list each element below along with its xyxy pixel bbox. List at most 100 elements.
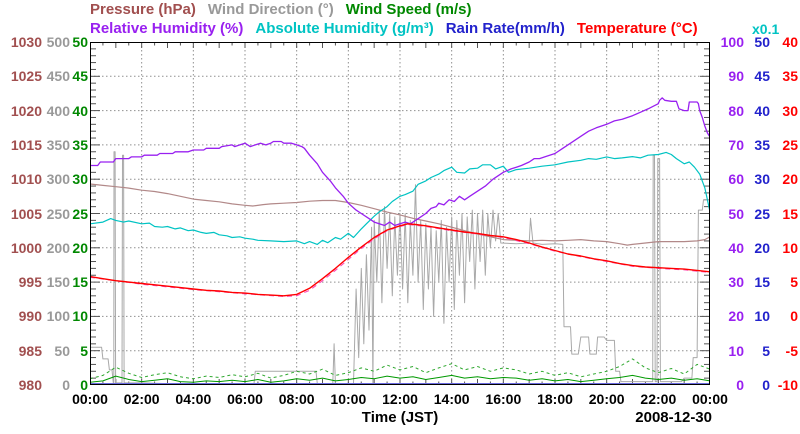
pressure-axis-tick-label: 1015 [10, 136, 42, 153]
wind-direction-axis-tick-label: 400 [46, 102, 70, 119]
series-wind_speed [90, 374, 710, 383]
date-label: 2008-12-30 [635, 409, 712, 426]
temperature-axis-tick-label: 25 [782, 136, 798, 153]
x-axis-title: Time (JST) [361, 409, 439, 426]
wind-direction-axis-tick-label: 50 [54, 342, 70, 359]
series-wind_direction [90, 151, 710, 385]
time-tick-label: 18:00 [537, 391, 573, 407]
series-temperature [90, 223, 710, 297]
wind-direction-axis-tick-label: 200 [46, 239, 70, 256]
pressure-axis-tick-label: 1010 [10, 171, 42, 188]
series-absolute_humidity [90, 151, 710, 245]
wind-speed-axis-tick-label: 5 [80, 342, 88, 359]
pressure-axis-tick-label: 1030 [10, 34, 42, 50]
humidity-axis-tick-label: 90 [728, 68, 744, 85]
humidity-axis-tick-label: 30 [728, 274, 744, 291]
rain-axis-tick-label: 20 [754, 239, 770, 256]
humidity-axis-tick-label: 70 [728, 136, 744, 153]
wind-direction-axis-tick-label: 0 [62, 377, 70, 393]
temperature-axis-tick-label: 40 [782, 34, 798, 50]
temperature-axis-tick-label: -10 [777, 377, 798, 393]
wind-direction-axis-tick-label: 350 [46, 136, 70, 153]
temperature-axis-tick-label: 30 [782, 102, 798, 119]
wind-speed-axis-tick-label: 25 [72, 205, 88, 222]
rain-axis-tick-label: 30 [754, 171, 770, 188]
series-wind_speed_gust [90, 358, 710, 380]
pressure-axis-tick-label: 980 [18, 377, 42, 393]
rain-axis-tick-label: 0 [762, 377, 770, 393]
pressure-axis-tick-label: 995 [18, 274, 42, 291]
humidity-axis-tick-label: 100 [720, 34, 744, 50]
humidity-axis-tick-label: 50 [728, 205, 744, 222]
humidity-axis-tick-label: 40 [728, 239, 744, 256]
pressure-axis-tick-label: 1020 [10, 102, 42, 119]
time-tick-label: 14:00 [433, 391, 470, 407]
legend-item-pressure: Pressure (hPa) [90, 1, 196, 18]
legend-item-temperature: Temperature (°C) [576, 20, 698, 37]
legend-item-absolute-humidity: Absolute Humidity (g/m³) [255, 20, 434, 37]
wind-speed-axis-tick-label: 50 [72, 34, 88, 50]
time-tick-label: 16:00 [485, 391, 522, 407]
wind-speed-axis-tick-label: 15 [72, 274, 88, 291]
humidity-axis-tick-label: 0 [736, 377, 744, 393]
pressure-axis-tick-label: 985 [18, 342, 42, 359]
legend-item-relative-humidity: Relative Humidity (%) [90, 20, 244, 37]
time-tick-label: 00:00 [72, 391, 108, 407]
time-tick-label: 12:00 [382, 391, 418, 407]
rain-axis-tick-label: 10 [754, 308, 770, 325]
wind-direction-axis-tick-label: 500 [46, 34, 70, 50]
legend-item-wind-speed: Wind Speed (m/s) [345, 1, 472, 18]
wind-speed-axis-tick-label: 45 [72, 68, 88, 85]
pressure-axis-tick-label: 1000 [10, 239, 42, 256]
temperature-axis-tick-label: 15 [782, 205, 798, 222]
wind-direction-axis-tick-label: 100 [46, 308, 70, 325]
rain-axis-tick-label: 45 [754, 68, 770, 85]
temperature-axis-tick-label: -5 [785, 342, 798, 359]
wind-speed-axis-tick-label: 30 [72, 171, 88, 188]
temperature-axis-tick-label: 35 [782, 68, 798, 85]
rain-axis-tick-label: 35 [754, 136, 770, 153]
humidity-axis-tick-label: 20 [728, 308, 744, 325]
time-tick-label: 00:00 [692, 391, 728, 407]
temperature-axis-tick-label: 0 [790, 308, 798, 325]
legend-item-wind-direction: Wind Direction (°) [207, 1, 334, 18]
rain-axis-tick-label: 25 [754, 205, 770, 222]
humidity-axis-tick-label: 60 [728, 171, 744, 188]
humidity-axis-tick-label: 10 [728, 342, 744, 359]
time-tick-label: 04:00 [175, 391, 212, 407]
time-tick-label: 10:00 [330, 391, 367, 407]
plot-frame [90, 42, 710, 385]
wind-speed-axis-tick-label: 35 [72, 136, 88, 153]
time-tick-label: 06:00 [227, 391, 263, 407]
rain-axis-tick-label: 40 [754, 102, 770, 119]
legend-row-2: Relative Humidity (%) Absolute Humidity (… [90, 20, 710, 37]
absolute-humidity-scale-note: x0.1 [752, 21, 780, 37]
wind-direction-axis-tick-label: 450 [46, 68, 70, 85]
time-tick-label: 20:00 [588, 391, 625, 407]
humidity-axis-tick-label: 80 [728, 102, 744, 119]
pressure-axis-tick-label: 1025 [10, 68, 42, 85]
wind-speed-axis-tick-label: 0 [80, 377, 88, 393]
rain-axis-tick-label: 50 [754, 34, 770, 50]
wind-direction-axis-tick-label: 250 [46, 205, 70, 222]
pressure-axis-tick-label: 990 [18, 308, 42, 325]
series-pressure [90, 183, 710, 246]
temperature-axis-tick-label: 5 [790, 274, 798, 291]
time-tick-label: 22:00 [640, 391, 677, 407]
temperature-axis-tick-label: 10 [782, 239, 798, 256]
rain-axis-tick-label: 15 [754, 274, 770, 291]
wind-speed-axis-tick-label: 10 [72, 308, 88, 325]
time-tick-label: 02:00 [123, 391, 160, 407]
wind-direction-axis-tick-label: 300 [46, 171, 70, 188]
pressure-axis-tick-label: 1005 [10, 205, 42, 222]
temperature-axis-tick-label: 20 [782, 171, 798, 188]
legend-row-1: Pressure (hPa) Wind Direction (°) Wind Spe… [90, 1, 483, 18]
wind-direction-axis-tick-label: 150 [46, 274, 70, 291]
time-tick-label: 08:00 [278, 391, 315, 407]
legend-item-rain-rate: Rain Rate(mm/h) [445, 20, 565, 37]
chart-plot-area [90, 42, 710, 385]
wind-speed-axis-tick-label: 40 [72, 102, 88, 119]
rain-axis-tick-label: 5 [762, 342, 770, 359]
wind-speed-axis-tick-label: 20 [72, 239, 88, 256]
